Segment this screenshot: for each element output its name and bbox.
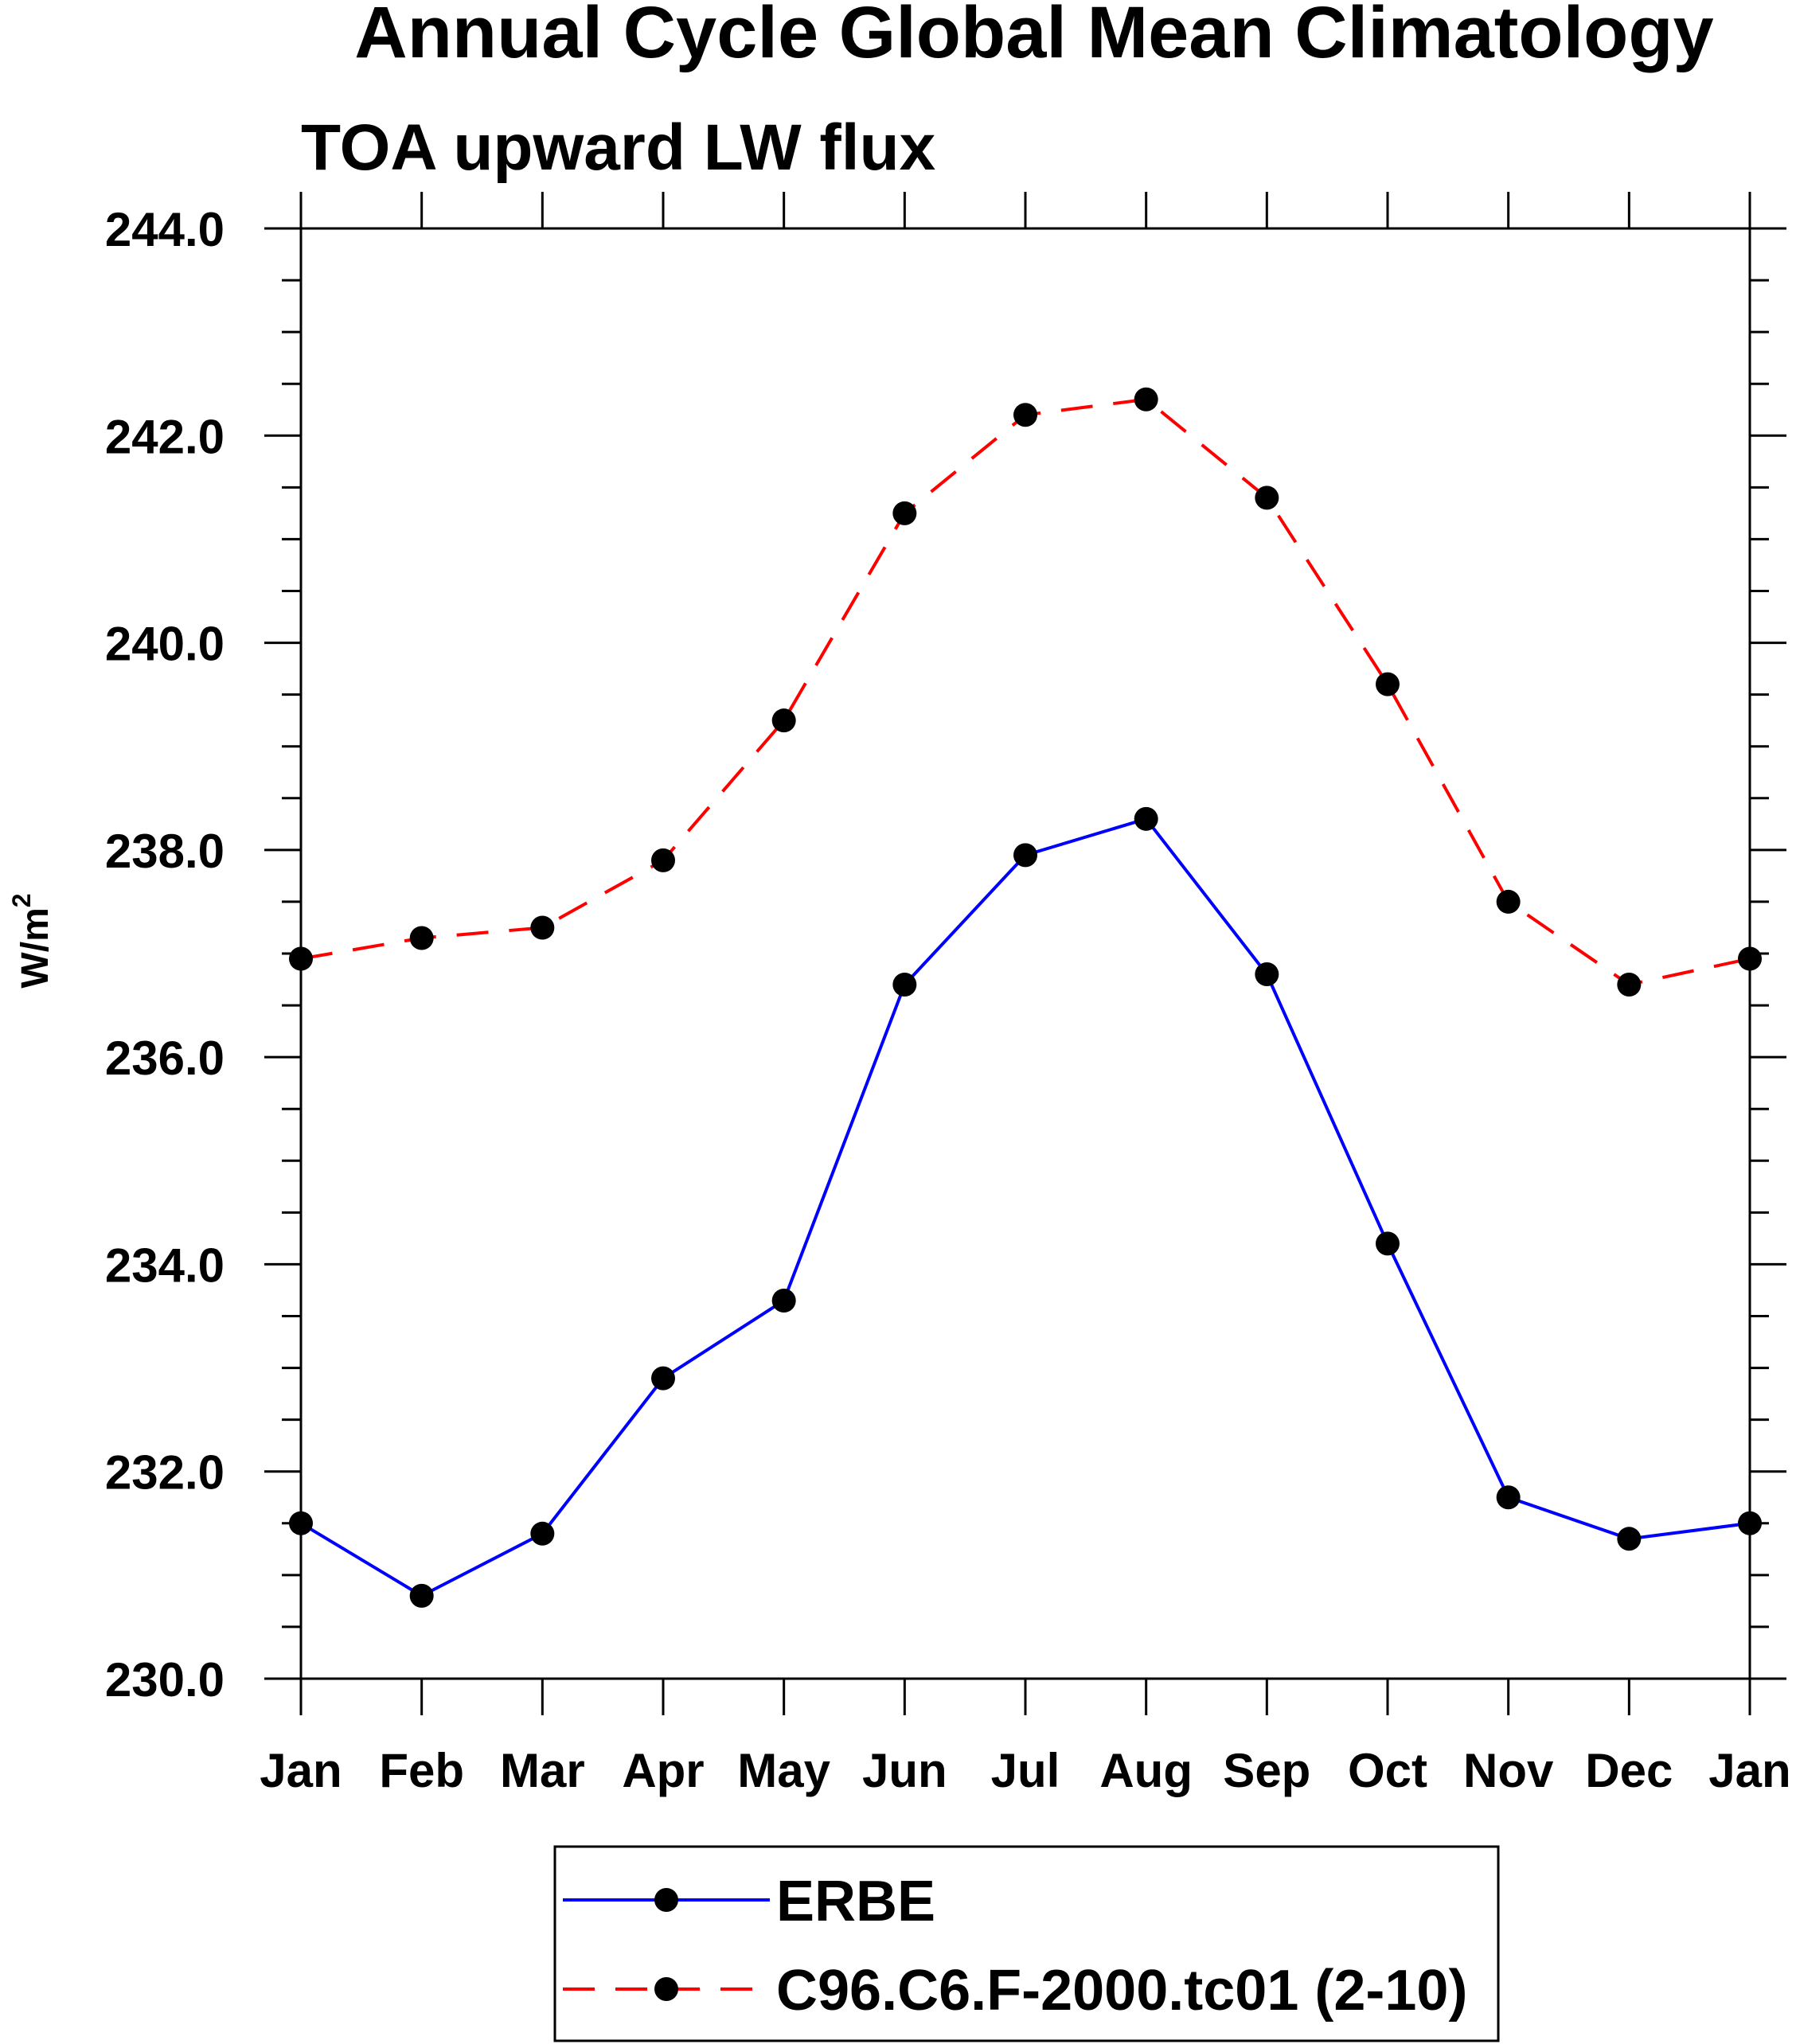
data-point [1496, 1485, 1521, 1510]
legend-marker [654, 1977, 678, 2001]
y-axis-label-unit: W/m [14, 907, 57, 988]
x-tick-labels: Jan Feb Mar Apr May Jun Jul Aug Sep Oct Nov Dec Jan [260, 1744, 1790, 1797]
data-point [409, 926, 434, 950]
data-point [651, 848, 675, 872]
x-tick-label: Oct [1348, 1744, 1427, 1797]
series-2 [289, 387, 1762, 997]
data-point [1013, 403, 1037, 427]
plot-frame [299, 227, 1751, 1680]
data-point [892, 973, 917, 997]
x-tick-label: Jan [1708, 1744, 1790, 1797]
y-axis-label: W/m2 [7, 893, 57, 988]
series-1 [289, 806, 1762, 1608]
legend-marker [654, 1888, 678, 1912]
data-point [651, 1366, 675, 1391]
data-point [892, 501, 917, 525]
x-tick-label: Aug [1099, 1744, 1193, 1797]
data-point [1013, 843, 1037, 868]
data-point [530, 915, 555, 940]
data-point [1617, 1527, 1642, 1551]
data-point [1738, 1511, 1762, 1535]
y-tick-label: 232.0 [105, 1446, 224, 1500]
x-tick-label: May [737, 1744, 830, 1797]
y-tick-label: 242.0 [105, 410, 224, 463]
series-layer [289, 387, 1762, 1608]
data-point [289, 946, 313, 971]
series-line [299, 817, 1751, 1598]
x-tick-label: Feb [379, 1744, 464, 1797]
data-point [1134, 806, 1158, 831]
legend: ERBE C96.C6.F-2000.tc01 (2-10) [553, 1845, 1500, 2042]
x-tick-label: Jan [260, 1744, 342, 1797]
y-tick-label: 238.0 [105, 825, 224, 878]
x-tick-label: Apr [622, 1744, 704, 1797]
y-tick-label: 230.0 [105, 1653, 224, 1707]
chart-subtitle: TOA upward LW flux [301, 111, 935, 184]
y-tick-labels: 230.0 232.0 234.0 236.0 238.0 240.0 242.0 244.0 [105, 203, 224, 1707]
data-point [771, 1288, 796, 1313]
y-axis-label-superscript: 2 [7, 893, 36, 907]
x-tick-label: Jul [991, 1744, 1060, 1797]
data-point [1255, 962, 1279, 987]
x-tick-label: Mar [500, 1744, 585, 1797]
legend-items: ERBE C96.C6.F-2000.tc01 (2-10) [563, 1870, 1467, 2023]
data-point [409, 1583, 434, 1608]
data-point [530, 1521, 555, 1546]
x-tick-label: Nov [1463, 1744, 1554, 1797]
y-tick-label: 244.0 [105, 203, 224, 256]
data-point [771, 708, 796, 733]
series-line [300, 397, 1751, 987]
data-point [1134, 387, 1158, 412]
data-point [1496, 889, 1521, 914]
data-point [1738, 946, 1762, 971]
x-tick-label: Dec [1585, 1744, 1673, 1797]
chart-title: Annual Cycle Global Mean Climatology [354, 0, 1713, 73]
data-point [289, 1511, 313, 1535]
y-tick-label: 236.0 [105, 1032, 224, 1085]
legend-label: C96.C6.F-2000.tc01 (2-10) [776, 1959, 1467, 2023]
legend-box [553, 1845, 1500, 2042]
x-tick-label: Sep [1223, 1744, 1310, 1797]
data-point [1617, 973, 1642, 997]
data-point [1376, 1231, 1400, 1256]
y-tick-label: 234.0 [105, 1238, 224, 1292]
data-point [1376, 672, 1400, 696]
y-tick-label: 240.0 [105, 618, 224, 671]
legend-label: ERBE [776, 1870, 935, 1933]
x-tick-label: Jun [862, 1744, 947, 1797]
data-point [1255, 486, 1279, 510]
